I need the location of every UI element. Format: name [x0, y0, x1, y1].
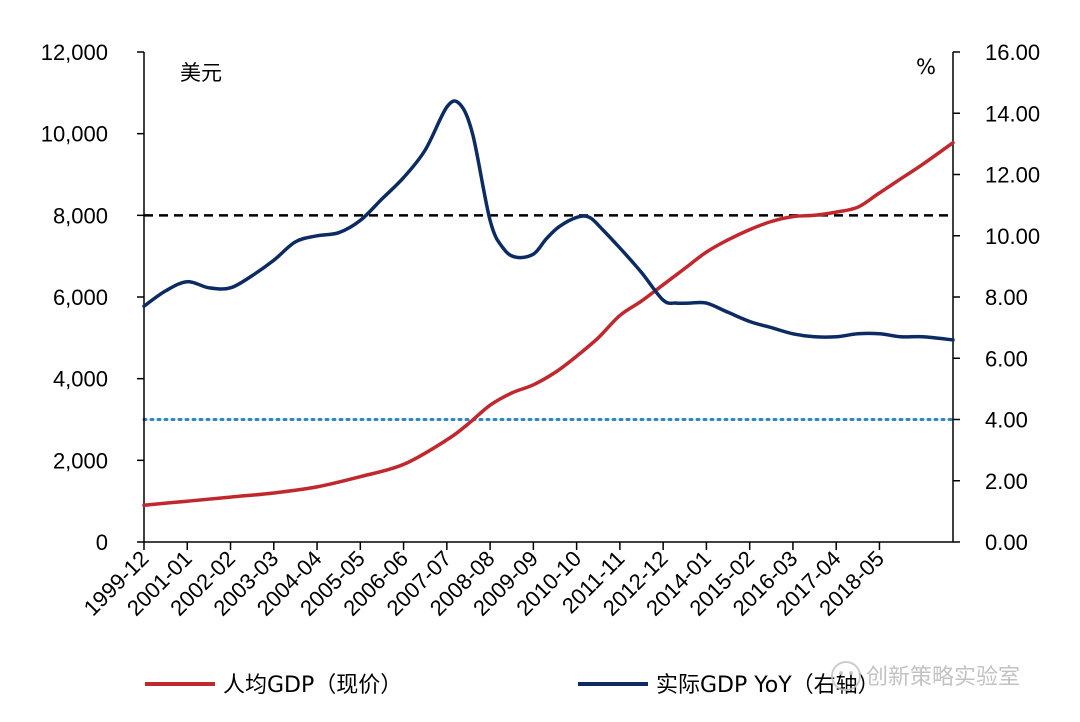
right-tick-label: 14.00: [985, 101, 1040, 126]
wechat-icon-eye-right: [849, 671, 853, 675]
legend-label-gdp-per-capita: 人均GDP（现价）: [223, 673, 402, 698]
left-tick-label: 2,000: [53, 448, 108, 473]
watermark-text: 创新策略实验室: [866, 665, 1020, 690]
wechat-icon: [831, 661, 861, 691]
right-tick-label: 10.00: [985, 224, 1040, 249]
right-tick-label: 0.00: [985, 530, 1028, 555]
left-axis-ticks: 0 2,000 4,000 6,000 8,000 10,000 12,000: [41, 40, 144, 555]
right-tick-label: 6.00: [985, 346, 1028, 371]
right-tick-label: 8.00: [985, 285, 1028, 310]
right-tick-label: 12.00: [985, 163, 1040, 188]
x-axis-ticks: 1999-122001-012002-022003-032004-042005-…: [79, 542, 889, 621]
right-tick-label: 2.00: [985, 469, 1028, 494]
legend: 人均GDP（现价） 实际GDP YoY（右轴）: [145, 673, 880, 698]
left-tick-label: 4,000: [53, 367, 108, 392]
left-axis-unit: 美元: [180, 61, 222, 85]
left-tick-label: 6,000: [53, 285, 108, 310]
series-line-gdp-per-capita: [142, 140, 955, 508]
left-tick-label: 12,000: [41, 40, 108, 65]
plot-area: [142, 214, 955, 421]
wechat-icon-eye-left: [839, 671, 843, 675]
watermark: 创新策略实验室: [831, 661, 1020, 691]
series-line-real-gdp-yoy: [142, 99, 955, 342]
legend-label-real-gdp-yoy: 实际GDP YoY（右轴）: [656, 673, 880, 698]
right-tick-label: 4.00: [985, 408, 1028, 433]
left-tick-label: 8,000: [53, 203, 108, 228]
series-layer: [142, 99, 955, 508]
left-tick-label: 0: [96, 530, 108, 555]
right-axis-ticks: 0.00 2.00 4.00 6.00 8.00 10.00 12.00 14.00 16.00: [953, 40, 1040, 555]
axes: [143, 52, 954, 543]
left-tick-label: 10,000: [41, 122, 108, 147]
right-tick-label: 16.00: [985, 40, 1040, 65]
right-axis-unit: %: [916, 55, 936, 79]
